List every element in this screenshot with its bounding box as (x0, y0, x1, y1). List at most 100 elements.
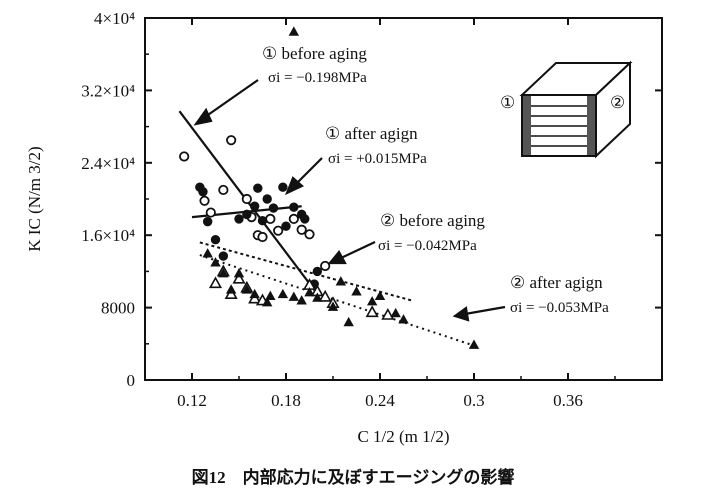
ann-1-after-label: ① after agign (325, 124, 418, 143)
x-tick-label: 0.36 (553, 391, 583, 410)
arrow-2-before (340, 241, 376, 259)
point-filled-triangle (202, 248, 213, 258)
arrowhead-2-after (452, 306, 470, 322)
point-open-circle (265, 213, 276, 225)
point-filled-triangle (398, 314, 409, 324)
point-open-circle (205, 207, 216, 218)
point-filled-triangle (225, 284, 237, 294)
arrowhead-1-before (193, 107, 213, 126)
point-filled-circle (281, 221, 291, 231)
point-filled-triangle (288, 291, 300, 301)
annotations: ① before aging σi = −0.198MPa ① after ag… (193, 44, 633, 322)
inset-right-band (587, 96, 595, 155)
point-filled-circle (218, 251, 229, 261)
point-filled-circle (234, 214, 244, 224)
point-open-triangle (208, 276, 223, 289)
specimen-inset: ① ② (500, 60, 633, 159)
inset-layers (531, 105, 587, 147)
point-filled-triangle (374, 290, 386, 300)
ann-1-before-stress: σi = −0.198MPa (268, 70, 367, 86)
ann-1-after-stress: σi = +0.015MPa (328, 151, 427, 167)
point-filled-circle (210, 235, 221, 245)
point-filled-triangle (210, 257, 221, 267)
inset-left-band (523, 96, 531, 155)
point-filled-circle (257, 216, 268, 226)
y-tick-label: 8000 (101, 299, 135, 318)
y-tick-label: 2.4×10⁴ (81, 154, 135, 173)
point-open-triangle (318, 289, 332, 302)
point-open-circle (273, 225, 284, 236)
annotation-arrows (193, 79, 506, 322)
point-filled-triangle (218, 268, 229, 278)
x-tick-label: 0.24 (365, 391, 395, 410)
point-filled-triangle (343, 316, 354, 327)
point-filled-circle (262, 194, 272, 204)
arrowhead-2-before (327, 250, 347, 265)
point-filled-triangle (312, 292, 323, 302)
point-filled-circle (268, 203, 279, 213)
point-filled-circle (289, 202, 299, 212)
point-filled-circle (202, 216, 213, 227)
data-points (179, 26, 480, 349)
x-tick-label: 0.18 (271, 391, 301, 410)
point-filled-triangle (468, 339, 480, 349)
point-filled-triangle (335, 276, 347, 286)
point-filled-triangle (233, 268, 245, 278)
ann-2-before-label: ② before aging (380, 211, 485, 230)
ann-2-before-stress: σi = −0.042MPa (378, 238, 477, 254)
axes: 0.12 0.18 0.24 0.3 0.36 0 8000 1.6×10⁴ 2.4×10⁴ 3.… (25, 9, 663, 446)
point-filled-circle (249, 201, 260, 211)
point-open-circle (288, 213, 299, 225)
y-tick-label: 3.2×10⁴ (81, 81, 135, 100)
point-filled-triangle (277, 288, 289, 299)
point-open-circle (296, 224, 307, 235)
point-open-circle (179, 151, 190, 162)
arrowhead-1-after (284, 176, 304, 196)
point-filled-triangle (366, 296, 378, 306)
point-filled-circle (253, 183, 263, 193)
x-axis-label: C 1/2 (m 1/2) (357, 427, 449, 446)
arrow-2-after (464, 305, 506, 316)
point-open-circle (257, 231, 268, 243)
point-open-triangle (365, 305, 379, 318)
point-filled-triangle (265, 290, 276, 300)
arrow-1-before (204, 79, 259, 118)
point-filled-triangle (390, 307, 401, 318)
point-filled-circle (312, 266, 323, 277)
fit-line-series-3 (199, 241, 412, 302)
y-tick-label: 4×10⁴ (94, 9, 135, 28)
point-filled-triangle (304, 287, 315, 297)
point-filled-circle (198, 187, 208, 197)
x-tick-label: 0.3 (463, 391, 484, 410)
fit-line-series-4 (199, 254, 475, 347)
y-tick-label: 1.6×10⁴ (81, 226, 135, 245)
point-open-circle (241, 193, 252, 205)
inset-label-1: ① (500, 93, 515, 112)
point-filled-triangle (249, 288, 260, 299)
point-filled-circle (300, 214, 310, 224)
ann-2-after-stress: σi = −0.053MPa (510, 300, 609, 316)
point-open-circle (304, 229, 315, 240)
x-tick-label: 0.12 (177, 391, 207, 410)
point-open-triangle (381, 307, 395, 320)
point-filled-triangle (351, 286, 362, 296)
point-filled-triangle (262, 296, 273, 307)
y-axis-label: K IC (N/m 3/2) (25, 146, 44, 251)
point-open-circle (199, 195, 210, 206)
point-open-circle (218, 184, 229, 196)
point-open-circle (320, 260, 331, 272)
inset-label-2: ② (610, 93, 625, 112)
point-filled-triangle (296, 295, 307, 305)
point-filled-triangle (327, 301, 339, 311)
point-open-triangle (232, 271, 246, 284)
arrow-1-after (295, 157, 323, 185)
point-open-circle (226, 135, 237, 146)
y-tick-label: 0 (127, 371, 136, 390)
point-filled-triangle (241, 284, 253, 294)
point-filled-triangle (288, 26, 300, 36)
point-filled-circle (242, 209, 252, 220)
ann-1-before-label: ① before aging (262, 44, 367, 63)
point-filled-circle (278, 182, 288, 192)
ann-2-after-label: ② after agign (510, 273, 603, 292)
